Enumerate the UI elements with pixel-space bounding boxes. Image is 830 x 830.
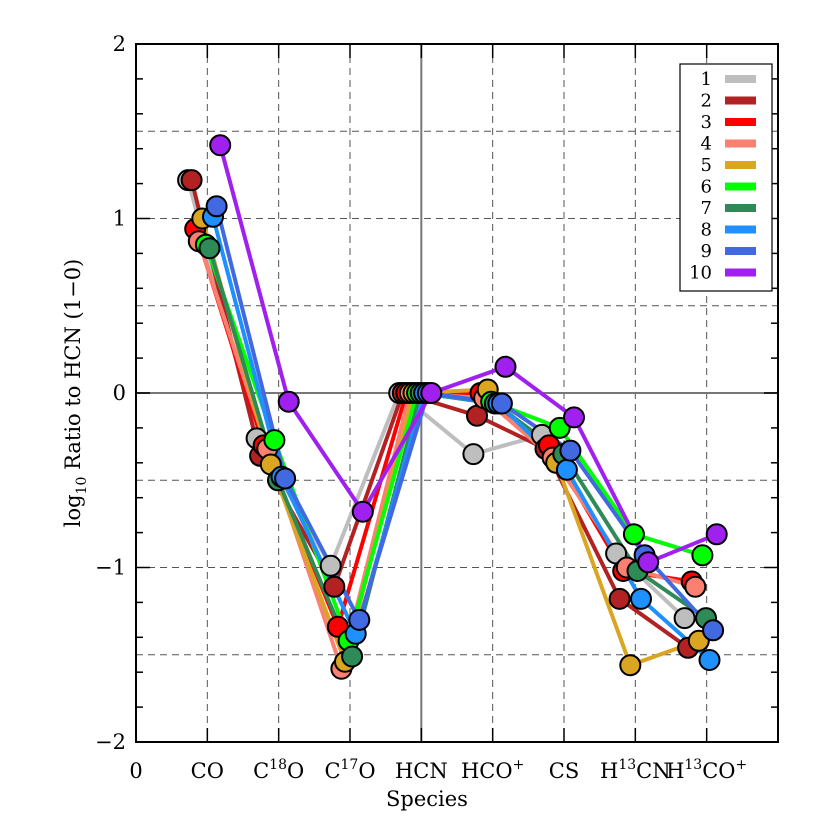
data-point-series-10 [209, 134, 232, 157]
data-point-series-10 [494, 355, 517, 378]
data-point-series-6 [263, 429, 286, 452]
data-point-series-2 [323, 575, 346, 598]
data-point-series-9 [274, 467, 297, 490]
x-tick-label: 0 [129, 759, 142, 783]
data-point-series-10 [705, 523, 728, 546]
legend-label: 9 [701, 241, 712, 262]
legend-label: 5 [701, 155, 712, 176]
data-point-series-2 [608, 587, 631, 610]
data-point-series-7 [198, 237, 221, 260]
data-point-series-1 [319, 554, 342, 577]
data-point-series-10 [420, 382, 443, 404]
y-tick-label: 0 [113, 381, 126, 405]
data-point-series-1 [462, 443, 485, 466]
legend-label: 2 [701, 91, 712, 112]
y-tick-label: 2 [113, 32, 126, 56]
data-point-series-6 [622, 523, 645, 546]
x-tick-label: H13CN [600, 757, 671, 783]
legend-label: 1 [701, 69, 712, 90]
legend-label: 8 [701, 220, 712, 241]
legend-label: 6 [701, 177, 712, 198]
legend-label: 3 [701, 112, 712, 133]
data-point-series-10 [351, 500, 374, 523]
x-tick-label: H13CO+ [666, 757, 747, 783]
data-point-series-6 [691, 544, 714, 567]
data-point-series-9 [702, 619, 725, 642]
points-layer [177, 134, 728, 680]
x-tick-label: CS [549, 759, 579, 783]
legend-label: 4 [701, 134, 712, 155]
data-point-series-10 [277, 390, 300, 413]
x-tick-label: HCO+ [461, 757, 524, 783]
y-tick-label: −2 [95, 730, 126, 754]
legend-label: 10 [689, 263, 712, 284]
data-point-series-9 [348, 608, 371, 631]
data-point-series-8 [630, 587, 652, 610]
x-tick-label: HCN [395, 759, 448, 783]
data-point-series-8 [698, 649, 721, 671]
data-point-series-2 [180, 169, 203, 192]
y-axis-label-rest: Ratio to HCN (1−0) [61, 259, 85, 477]
y-tick-label: 1 [113, 207, 126, 231]
data-point-series-10 [563, 406, 585, 429]
legend-label: 7 [701, 198, 712, 219]
data-point-series-8 [555, 458, 578, 481]
data-point-series-1 [673, 607, 696, 630]
y-tick-label: −1 [95, 556, 126, 580]
data-point-series-9 [205, 195, 228, 218]
data-point-series-9 [490, 392, 513, 415]
data-point-series-5 [619, 654, 642, 677]
x-tick-label: CO [191, 759, 224, 783]
data-point-series-4 [684, 575, 707, 598]
data-point-series-9 [559, 439, 582, 462]
x-tick-label: C18O [253, 757, 304, 783]
y-axis-label-subscript: 10 [74, 477, 90, 495]
y-axis-label: log10 Ratio to HCN (1−0) [61, 259, 90, 528]
data-point-series-10 [637, 551, 660, 574]
y-axis-label-prefix: log [61, 494, 85, 527]
x-axis-label: Species [386, 787, 468, 811]
x-tick-label: C17O [324, 757, 375, 783]
data-point-series-7 [341, 645, 364, 668]
